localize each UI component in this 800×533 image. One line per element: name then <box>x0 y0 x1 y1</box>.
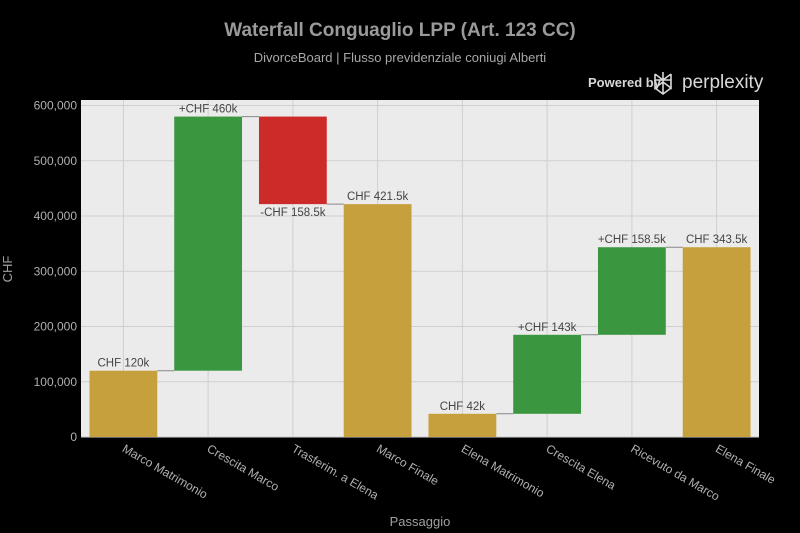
data-label: CHF 42k <box>440 401 486 413</box>
waterfall-bar <box>174 116 243 371</box>
chart-subtitle: DivorceBoard | Flusso previdenziale coni… <box>254 50 547 65</box>
x-axis-title: Passaggio <box>390 514 451 529</box>
y-axis-title: CHF <box>0 256 15 283</box>
y-tick-label: 100,000 <box>34 375 78 389</box>
data-label: -CHF 158.5k <box>260 207 325 219</box>
waterfall-bar <box>343 204 412 437</box>
data-label: +CHF 143k <box>518 322 577 334</box>
waterfall-bar <box>513 334 582 414</box>
y-tick-label: 400,000 <box>34 209 78 223</box>
x-tick-label: Crescita Elena <box>544 441 619 492</box>
y-tick-label: 200,000 <box>34 320 78 334</box>
data-labels: CHF 120k +CHF 460k -CHF 158.5k CHF 421.5k CH… <box>97 104 747 413</box>
data-label: +CHF 158.5k <box>598 234 666 246</box>
x-tick-label: Ricevuto da Marco <box>628 441 722 503</box>
y-tick-label: 300,000 <box>34 264 78 278</box>
perplexity-logo-icon <box>654 72 672 95</box>
bars <box>89 116 751 437</box>
data-label: +CHF 460k <box>179 104 238 116</box>
x-tick-label: Elena Finale <box>713 441 778 487</box>
x-tick-label: Crescita Marco <box>205 441 282 494</box>
data-label: CHF 421.5k <box>347 191 409 203</box>
x-tick-label: Trasferim. a Elena <box>289 441 381 502</box>
perplexity-wordmark: perplexity <box>682 72 764 93</box>
waterfall-bar <box>89 370 158 437</box>
waterfall-bar <box>428 413 497 437</box>
y-tick-label: 600,000 <box>34 99 78 113</box>
waterfall-bar <box>258 116 327 205</box>
waterfall-bar <box>682 247 751 437</box>
x-tick-label: Marco Matrimonio <box>120 441 210 501</box>
y-tick-label: 500,000 <box>34 154 78 168</box>
data-label: CHF 343.5k <box>686 234 748 246</box>
chart-title: Waterfall Conguaglio LPP (Art. 123 CC) <box>224 20 576 41</box>
powered-by-label: Powered by <box>588 75 662 90</box>
powered-by-badge: Powered by perplexity <box>588 72 764 95</box>
data-label: CHF 120k <box>97 358 149 370</box>
connectors <box>157 116 683 415</box>
x-tick-label: Marco Finale <box>374 441 441 488</box>
y-tick-labels: 0 100,000 200,000 300,000 400,000 500,000 600,… <box>34 99 78 444</box>
waterfall-bar <box>597 247 666 335</box>
x-tick-label: Elena Matrimonio <box>459 441 547 500</box>
y-tick-label: 0 <box>70 430 77 444</box>
